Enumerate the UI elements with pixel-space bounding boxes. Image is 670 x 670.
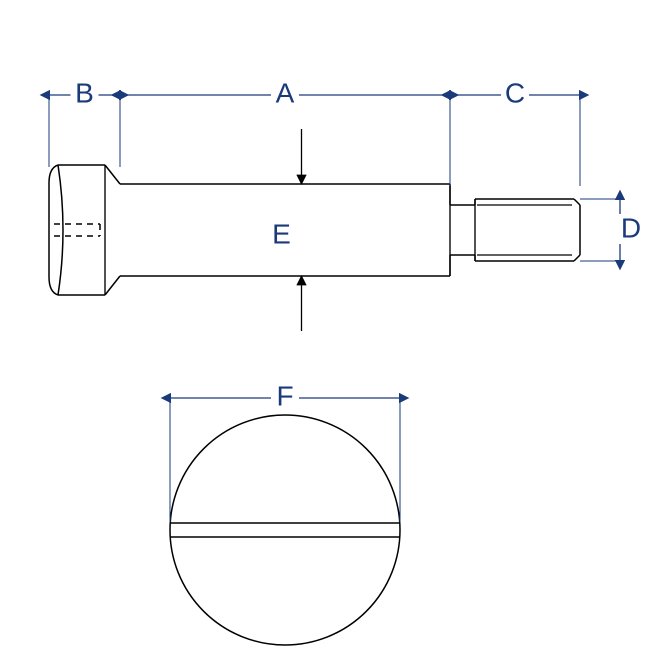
dim-label-A: A (276, 77, 295, 108)
dim-label-B: B (75, 77, 94, 108)
side-view (49, 165, 580, 295)
dim-label-D: D (621, 212, 641, 243)
dim-label-F: F (276, 380, 293, 411)
top-view (170, 415, 400, 645)
shoulder-screw-diagram: A B C D E F (0, 0, 670, 670)
dim-label-E: E (272, 218, 291, 249)
dim-label-C: C (505, 77, 525, 108)
dimension-annotations: A B C D E F (49, 77, 646, 522)
